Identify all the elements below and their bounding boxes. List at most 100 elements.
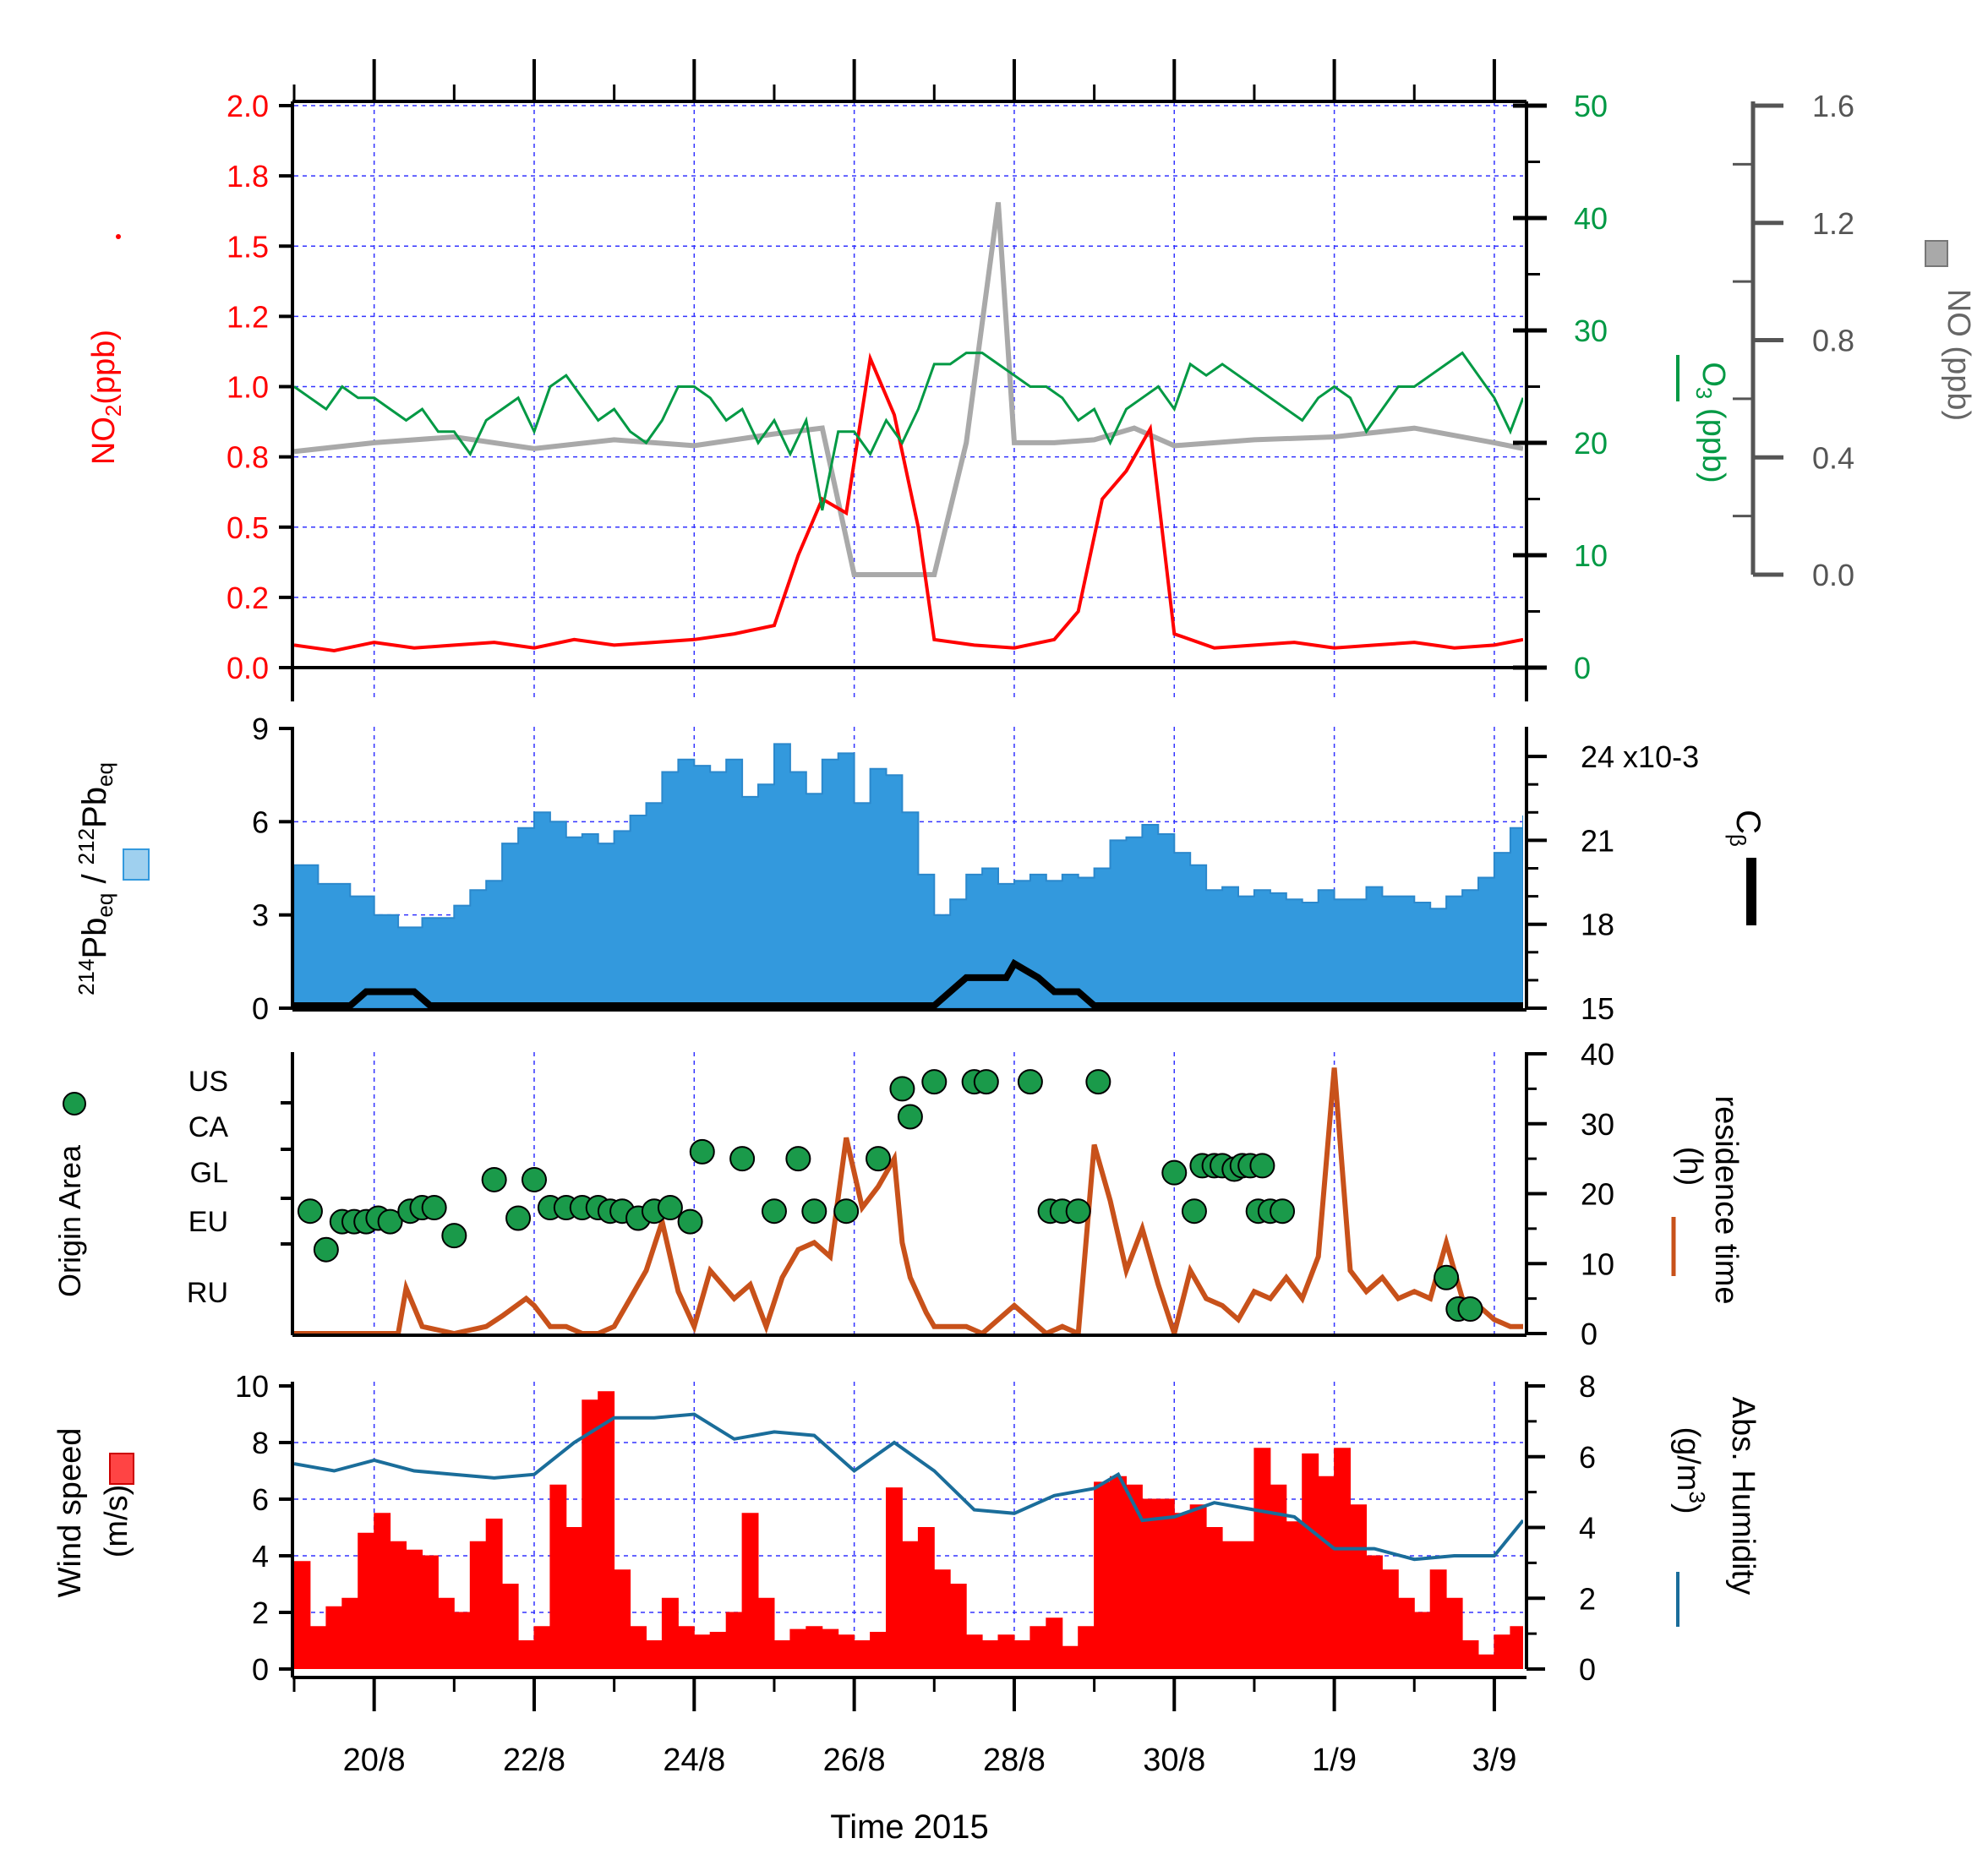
origin-point <box>1161 1159 1188 1186</box>
origin-point <box>801 1198 827 1225</box>
cb-series <box>294 958 1523 1009</box>
tick-label: 50 <box>1574 89 1608 123</box>
time-tick-label: 24/8 <box>663 1743 725 1778</box>
tick-label: 8 <box>252 1426 269 1460</box>
tick-label: 10 <box>1581 1246 1614 1281</box>
tick-label: 0 <box>1574 651 1591 685</box>
tick-label: 0.8 <box>1812 324 1854 358</box>
origin-point <box>785 1146 811 1172</box>
wind-axis-label: Wind speed <box>52 1428 88 1598</box>
humidity-axis-unit: (g/m3) <box>1670 1426 1710 1514</box>
tick-label: 1.5 <box>227 229 269 264</box>
origin-point <box>481 1166 507 1192</box>
tick-label: 10 <box>1574 538 1608 573</box>
no-series <box>294 202 1523 577</box>
origin-point <box>441 1223 467 1249</box>
time-tick-label: 1/9 <box>1312 1743 1357 1778</box>
origin-point <box>1181 1198 1207 1225</box>
no-legend-marker <box>1925 240 1948 267</box>
origin-point <box>689 1138 715 1165</box>
wind-legend-marker <box>109 1453 134 1485</box>
tick-label: 8 <box>1579 1369 1596 1404</box>
tick-label: 1.6 <box>1812 89 1854 123</box>
o3-axis-label: O3 (ppb) <box>1691 362 1731 483</box>
ratio-axis-ticks: 9 6 3 0 <box>252 712 292 1026</box>
panel-chemistry: 2.01.81.51.21.00.80.50.20.0 50403020100 … <box>86 59 1976 701</box>
origin-points <box>297 1069 1483 1323</box>
time-tick-label: 3/9 <box>1472 1743 1517 1778</box>
no-axis-label: NO (ppb) <box>1941 289 1976 421</box>
no2-axis-ticks: 2.0 1.8 1.5 1.2 1.0 0.8 0.5 0.2 0.0 <box>227 89 292 685</box>
origin-point <box>1017 1069 1043 1095</box>
category-label: US <box>188 1066 228 1098</box>
origin-point <box>657 1195 683 1221</box>
origin-point <box>1249 1153 1275 1179</box>
tick-label: 0.2 <box>227 581 269 615</box>
tick-label: 0 <box>1579 1652 1596 1687</box>
no-axis-ticks: 1.6 1.2 0.8 0.4 0.0 <box>1733 89 1854 592</box>
tick-label: 18 <box>1581 908 1614 942</box>
panel-meteorology: 10 8 6 4 2 0 8 6 4 2 0 20/8 22/8 24/8 26/8 28/8 30/8 1/… <box>52 1369 1761 1846</box>
tick-label: 4 <box>1579 1511 1596 1546</box>
tick-label: 30 <box>1581 1107 1614 1142</box>
origin-point <box>677 1208 703 1235</box>
origin-point <box>1065 1198 1091 1225</box>
tick-label: 20 <box>1581 1177 1614 1212</box>
wind-axis-ticks: 10 8 6 4 2 0 <box>235 1369 292 1687</box>
origin-point <box>1457 1296 1483 1323</box>
residence-axis-label: residence time <box>1708 1095 1744 1304</box>
tick-label: 40 <box>1574 201 1608 236</box>
tick-label: 6 <box>1579 1440 1596 1475</box>
residence-axis-unit: (h) <box>1673 1147 1708 1186</box>
tick-label: 3 <box>252 898 269 933</box>
tick-label: 9 <box>252 712 269 746</box>
time-tick-label: 22/8 <box>503 1743 565 1778</box>
wind-axis-unit: (m/s) <box>99 1485 134 1558</box>
panel-origin-grid <box>373 1052 1495 1335</box>
tick-label: 0 <box>1581 1317 1598 1351</box>
tick-label: 0.0 <box>227 651 269 685</box>
tick-label: 4 <box>252 1539 269 1574</box>
tick-label: 2 <box>1579 1581 1596 1616</box>
tick-label: 0 <box>252 991 269 1026</box>
tick-label: 0.8 <box>227 440 269 475</box>
origin-axis-label: Origin Area <box>52 1144 87 1297</box>
tick-label: 6 <box>252 805 269 839</box>
humidity-series <box>294 1412 1523 1562</box>
tick-label: 10 <box>235 1369 269 1404</box>
origin-point <box>889 1076 915 1102</box>
tick-label: 0.5 <box>227 510 269 545</box>
wind-speed-series <box>294 1391 1523 1669</box>
origin-point <box>1270 1198 1296 1225</box>
tick-label: 1.0 <box>227 370 269 405</box>
origin-point <box>377 1208 403 1235</box>
origin-point <box>833 1198 860 1225</box>
tick-label: 40 <box>1581 1037 1614 1072</box>
origin-point <box>1085 1069 1111 1095</box>
tick-label: 15 <box>1581 991 1614 1026</box>
no2-axis-label: NO2(ppb) <box>86 330 126 465</box>
tick-label: 2 <box>252 1596 269 1630</box>
panel-chemistry-grid <box>294 101 1523 701</box>
residence-axis-ticks: 40 30 20 10 0 <box>1526 1037 1614 1351</box>
top-time-ticks <box>292 59 1496 101</box>
time-axis-ticks: 20/8 22/8 24/8 26/8 28/8 30/8 1/9 3/9 <box>292 1677 1517 1778</box>
no2-series <box>294 352 1523 653</box>
time-tick-label: 26/8 <box>823 1743 886 1778</box>
tick-label: 24 x10-3 <box>1581 739 1699 774</box>
cb-axis-ticks: 24 x10-3 21 18 15 <box>1526 739 1699 1026</box>
origin-point <box>973 1069 999 1095</box>
time-axis-label: Time 2015 <box>830 1808 989 1846</box>
tick-label: 21 <box>1581 823 1614 858</box>
origin-point <box>505 1205 532 1231</box>
o3-axis-ticks: 50 40 30 20 10 0 <box>1513 89 1608 685</box>
origin-legend-marker <box>63 1092 86 1116</box>
tick-label: 6 <box>252 1482 269 1517</box>
time-tick-label: 28/8 <box>983 1743 1046 1778</box>
origin-category-labels: US CA GL EU RU <box>187 1066 292 1309</box>
panel-radon: 9 6 3 0 24 x10-3 21 18 15 214Pbeq / 212Pbeq Cβ <box>74 712 1767 1026</box>
origin-point <box>313 1236 339 1263</box>
origin-point <box>297 1198 323 1225</box>
origin-point <box>921 1069 948 1095</box>
tick-label: 1.2 <box>1812 206 1854 241</box>
